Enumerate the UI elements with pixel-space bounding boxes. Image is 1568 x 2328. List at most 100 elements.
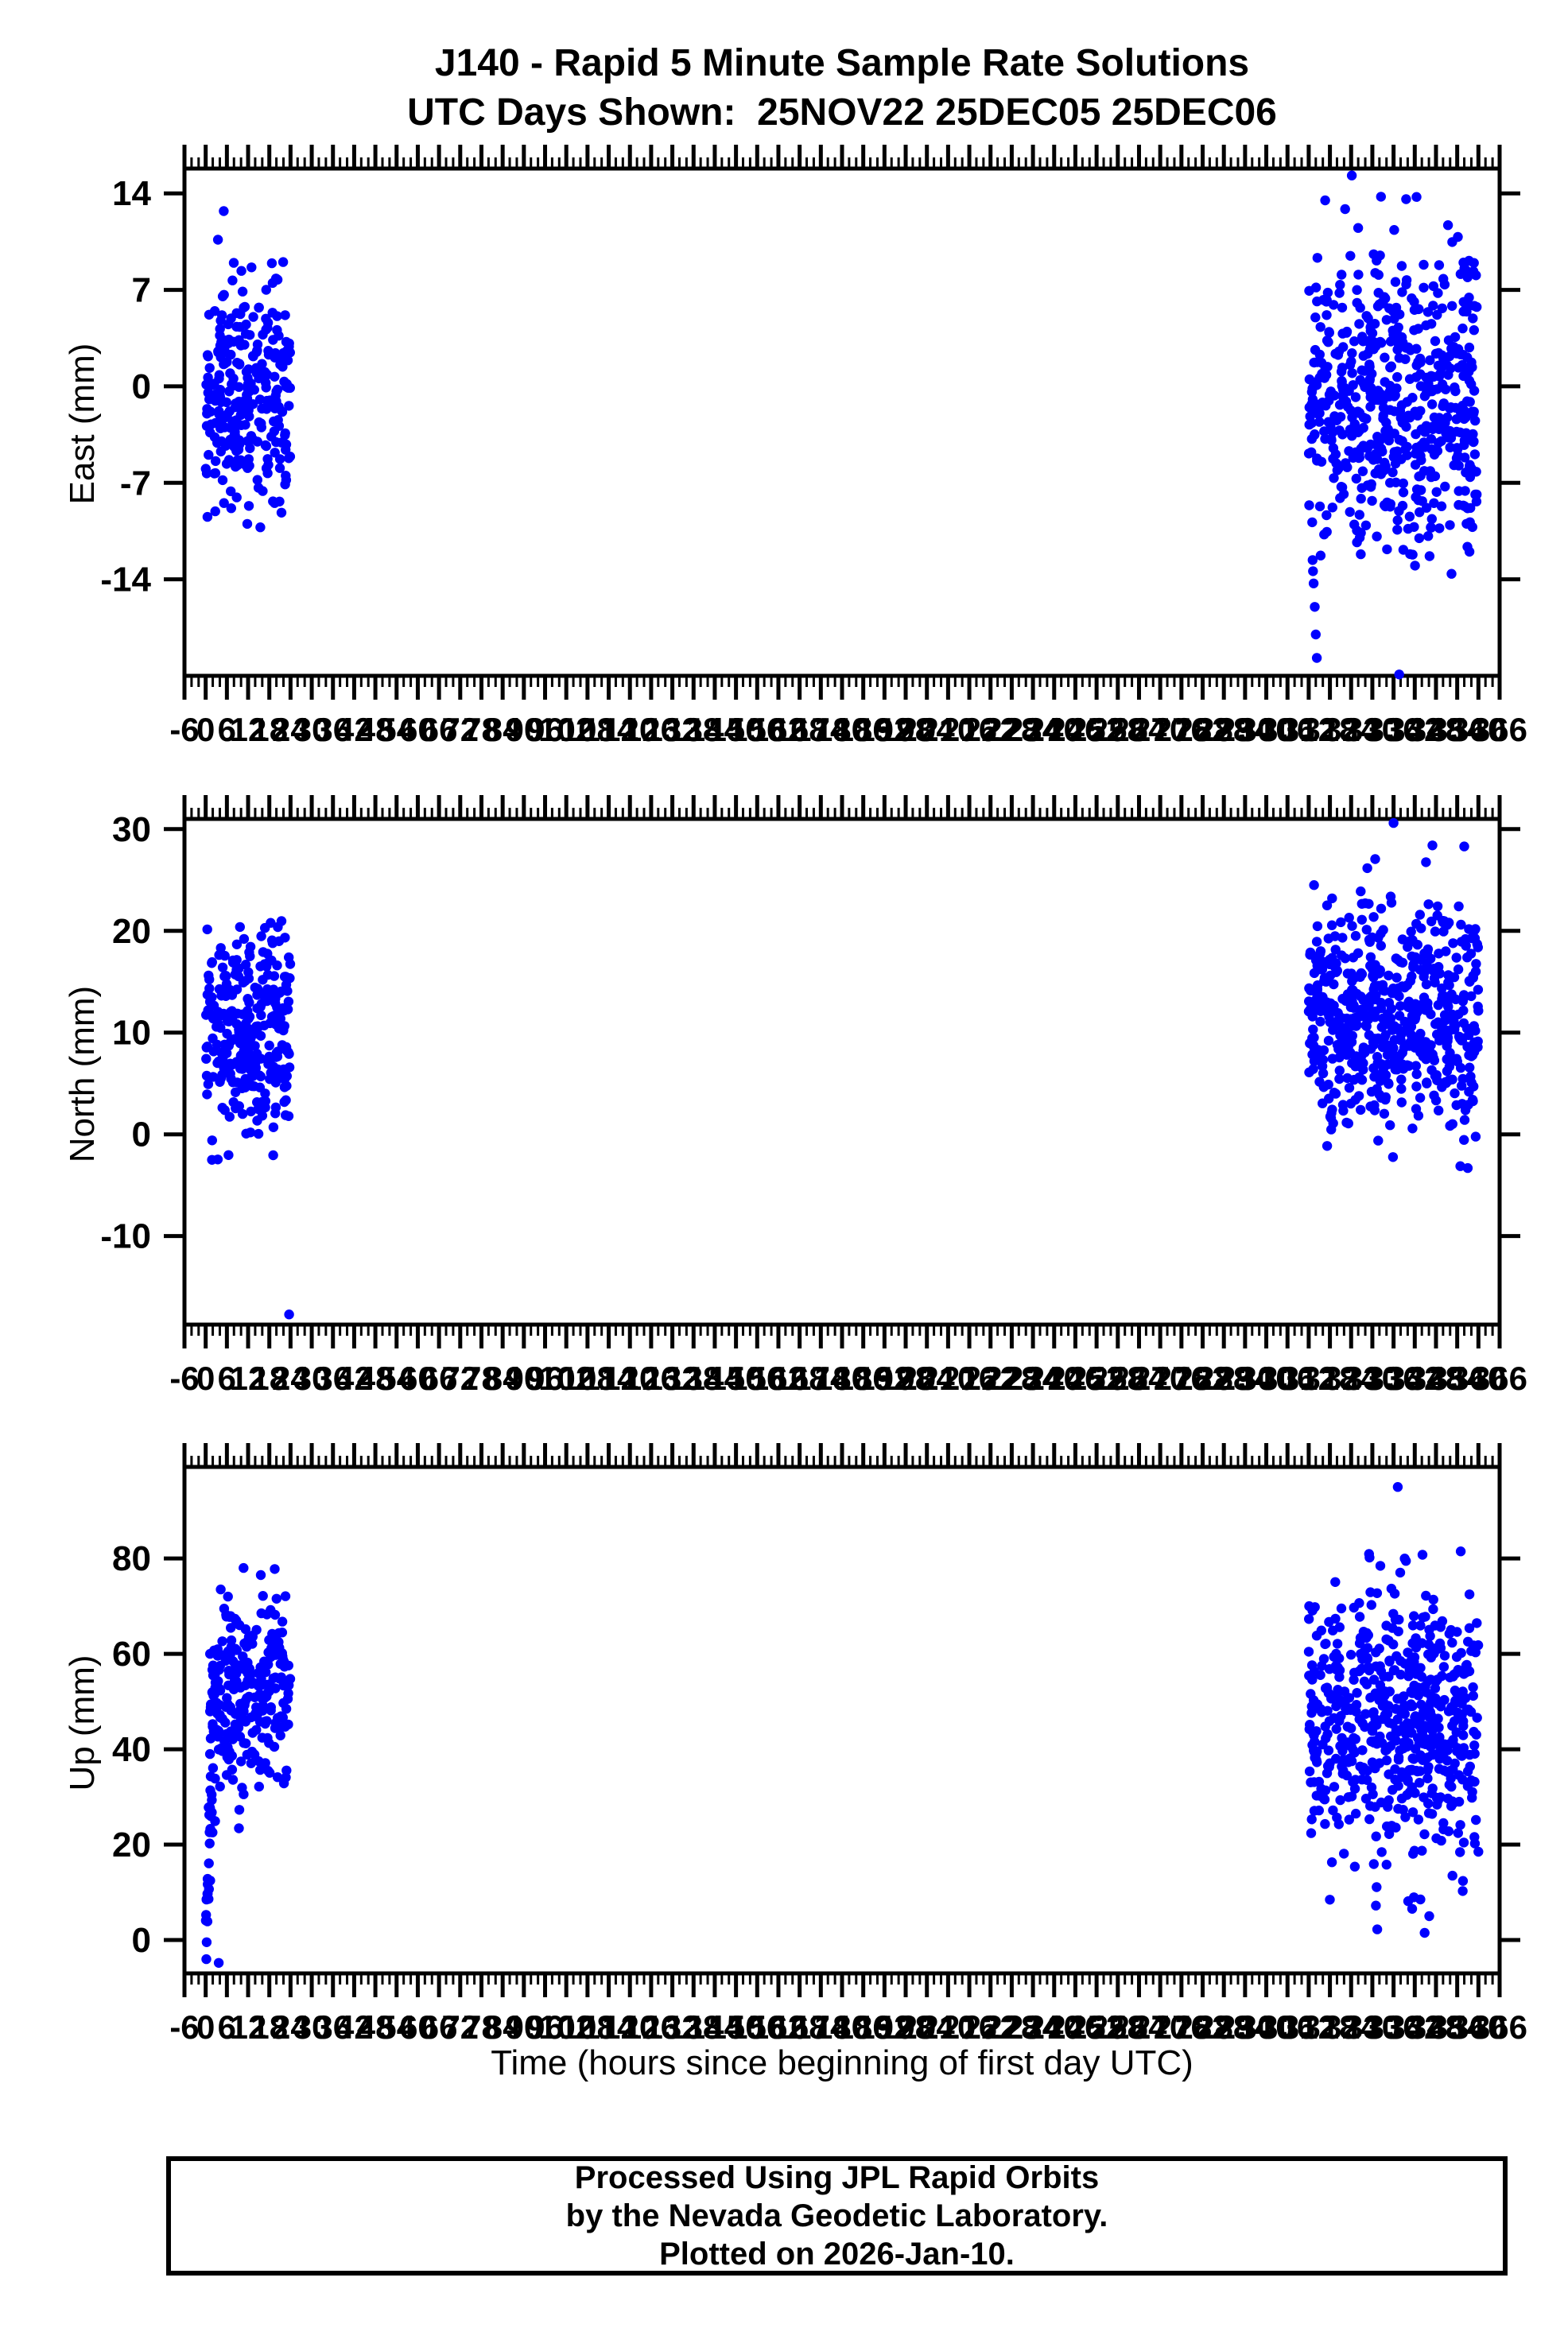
x-tick-label: 294: [1217, 1360, 1274, 1397]
x-tick-label: 180: [814, 711, 870, 748]
x-tick-label: 306: [1259, 711, 1315, 748]
outlier-point: [284, 1310, 294, 1320]
page-title: J140 - Rapid 5 Minute Sample Rate Soluti…: [434, 42, 1250, 84]
x-tick-label: 354: [1430, 1360, 1486, 1397]
outlier-point: [1415, 1894, 1426, 1905]
x-tick-label: 42: [336, 2008, 373, 2046]
x-tick-label: 114: [582, 1360, 636, 1397]
x-tick-label: 6: [218, 1360, 236, 1397]
y-tick-label: 14: [112, 174, 151, 213]
x-tick-label: 324: [1323, 1360, 1380, 1397]
x-tick-label: 144: [687, 711, 743, 748]
x-tick-label: 252: [1069, 2008, 1124, 2046]
x-tick-label: 114: [582, 2008, 636, 2046]
x-tick-label: 72: [441, 2008, 479, 2046]
x-tick-label: 222: [963, 1360, 1019, 1397]
x-tick-label: 156: [729, 1360, 785, 1397]
x-tick-label: 360: [1450, 1360, 1506, 1397]
x-tick-label: 228: [984, 711, 1039, 748]
x-tick-label: 168: [772, 711, 828, 748]
x-tick-label: 66: [421, 2008, 458, 2046]
x-tick-label: 174: [793, 1360, 849, 1397]
x-tick-label: 282: [1174, 1360, 1230, 1397]
y-tick-label: 0: [132, 1116, 151, 1154]
x-tick-label: 66: [421, 711, 458, 748]
x-tick-label: 198: [878, 711, 933, 748]
x-tick-label: 240: [1027, 711, 1082, 748]
x-tick-label: 36: [314, 2008, 351, 2046]
x-tick-label: 312: [1281, 1360, 1337, 1397]
x-tick-label: 150: [708, 711, 764, 748]
x-tick-label: 348: [1408, 2008, 1464, 2046]
x-tick-label: 168: [772, 1360, 828, 1397]
x-tick-label: 342: [1387, 711, 1442, 748]
y-tick-labels: 80 60 40 20 0: [112, 1539, 151, 1960]
x-tick-label: 108: [560, 711, 615, 748]
footer-line-3: Plotted on 2026-Jan-10.: [659, 2237, 1015, 2272]
x-tick-label: 186: [836, 1360, 891, 1397]
x-tick-label: 246: [1047, 1360, 1103, 1397]
x-tick-label: 36: [314, 711, 351, 748]
y-tick-label: -10: [100, 1217, 151, 1256]
x-tick-label: 6: [218, 2008, 236, 2046]
y-tick-label: 30: [112, 810, 151, 849]
outlier-point: [1311, 653, 1322, 663]
x-tick-label: 246: [1047, 2008, 1103, 2046]
y-tick-label: 20: [112, 1826, 151, 1864]
x-tick-label: 240: [1027, 1360, 1082, 1397]
x-tick-label: 360: [1450, 711, 1506, 748]
x-tick-label: 252: [1069, 711, 1124, 748]
outlier-point: [1455, 1546, 1466, 1557]
north-subplot: -60 6121824303642485460667278849096102108…: [100, 795, 1527, 1397]
x-tick-label: 210: [920, 2008, 976, 2046]
x-tick-label: 216: [941, 1360, 997, 1397]
x-tick-label: 162: [751, 711, 806, 748]
x-tick-label: 306: [1259, 1360, 1315, 1397]
north-axis-title: North (mm): [63, 985, 102, 1163]
x-tick-label: 192: [856, 1360, 912, 1397]
x-tick-label: 264: [1111, 1360, 1167, 1397]
x-tick-label: 252: [1069, 1360, 1124, 1397]
x-tick-label: 18: [250, 1360, 288, 1397]
x-tick-label: 264: [1111, 711, 1167, 748]
x-tick-label: 294: [1217, 711, 1274, 748]
x-tick-label: 144: [687, 1360, 743, 1397]
x-tick-label: 126: [623, 2008, 679, 2046]
x-tick-label: 36: [314, 1360, 351, 1397]
x-tick-label: 330: [1345, 711, 1400, 748]
y-tick-label: 10: [112, 1014, 151, 1053]
x-tick-label: 24: [272, 711, 309, 748]
x-tick-label: 300: [1239, 1360, 1294, 1397]
x-tick-label: 276: [1154, 711, 1209, 748]
outlier-point: [1310, 629, 1322, 640]
y-axis-ticks: [164, 827, 1520, 1239]
x-tick-label: 360: [1450, 2008, 1506, 2046]
x-tick-label: 120: [602, 1360, 658, 1397]
x-tick-label: 312: [1281, 2008, 1337, 2046]
outlier-point: [1307, 555, 1318, 565]
x-tick-label: 264: [1111, 2008, 1167, 2046]
x-tick-label: 132: [645, 1360, 701, 1397]
x-tick-label: 126: [623, 1360, 679, 1397]
x-tick-label: 138: [666, 711, 721, 748]
x-tick-label: 324: [1323, 2008, 1380, 2046]
x-tick-label: 204: [899, 711, 956, 748]
x-tick-labels: -60 6121824303642485460667278849096102108…: [169, 2008, 1527, 2046]
x-tick-label: 174: [793, 2008, 849, 2046]
x-tick-label: 42: [336, 1360, 373, 1397]
east-subplot: -60 6121824303642485460667278849096102108…: [100, 145, 1527, 748]
x-tick-label: 18: [250, 2008, 288, 2046]
x-tick-label: 48: [357, 711, 394, 748]
y-tick-label: 0: [132, 1921, 151, 1960]
x-tick-label: 126: [623, 711, 679, 748]
x-tick-label: 318: [1302, 711, 1358, 748]
footer-box: Processed Using JPL Rapid Orbits by the …: [166, 2156, 1508, 2276]
x-tick-label: 192: [856, 711, 912, 748]
x-tick-label: 54: [378, 2008, 415, 2046]
x-tick-label: 96: [526, 2008, 564, 2046]
x-tick-label: 246: [1047, 711, 1103, 748]
y-tick-label: -14: [100, 561, 151, 599]
x-tick-label: 78: [463, 1360, 500, 1397]
